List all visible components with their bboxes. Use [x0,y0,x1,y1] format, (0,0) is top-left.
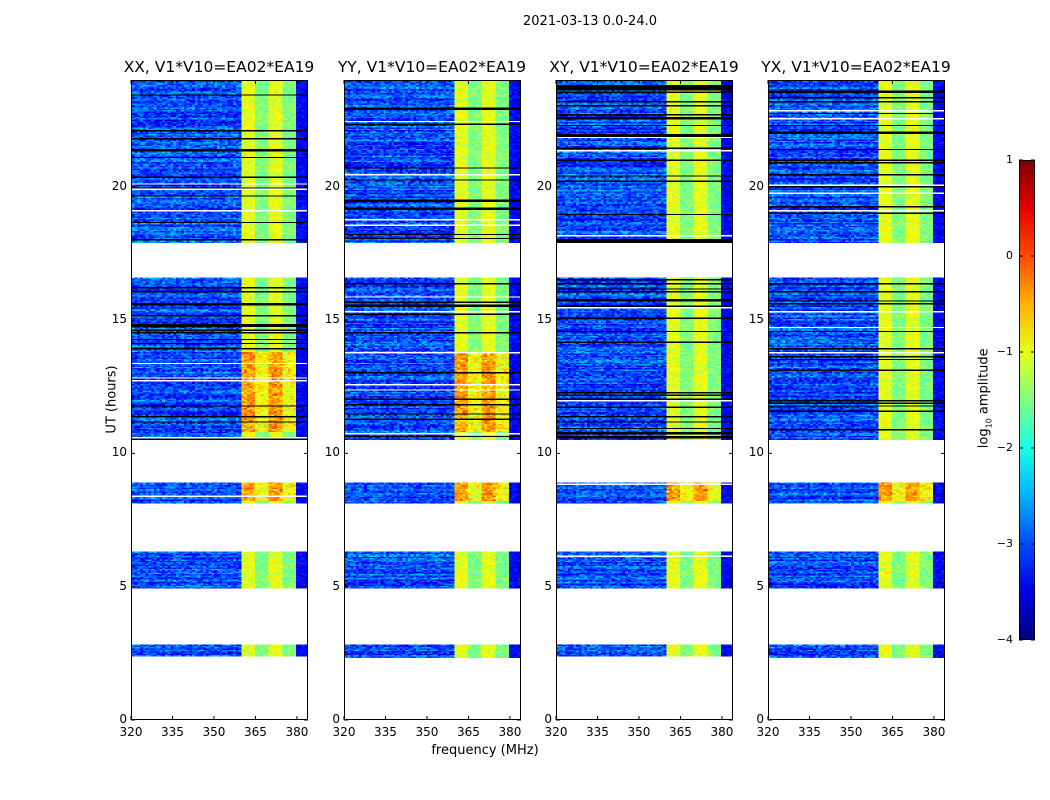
y-tick-label: 5 [119,578,127,593]
x-axis-label: frequency (MHz) [431,743,539,758]
x-tick-label: 380 [710,725,734,739]
panel-title-yy: YY, V1*V10=EA02*EA19 [337,58,527,76]
x-tick-label: 335 [798,725,821,739]
y-tick-label: 20 [536,178,552,193]
y-tick-label: 15 [111,312,127,326]
x-tick-label: 335 [374,725,397,739]
panel-title-xy: XY, V1*V10=EA02*EA19 [549,58,739,76]
heatmap-panel-xy [556,80,733,720]
colorbar-label: log10 amplitude [976,348,994,449]
colorbar-tick-label: 0 [1006,249,1013,262]
heatmap-panel-xx [131,80,308,720]
colorbar [1019,160,1035,640]
y-tick-label: 20 [324,178,340,193]
heatmap-panel-yy [344,80,521,720]
y-tick-label: 15 [536,312,552,326]
x-tick-label: 380 [922,725,946,739]
x-tick-label: 380 [498,725,522,739]
heatmap-xx [132,81,307,719]
x-tick-label: 350 [627,725,651,739]
y-tick-label: 15 [748,312,764,326]
y-tick-label: 10 [111,445,127,460]
y-tick-label: 5 [332,578,340,593]
y-tick-label: 0 [119,712,127,726]
x-tick-label: 320 [119,725,143,739]
y-tick-label: 10 [748,445,764,460]
y-tick-label: 5 [756,578,764,593]
panel-title-yx: YX, V1*V10=EA02*EA19 [761,58,951,76]
heatmap-yy [345,81,520,719]
x-tick-label: 350 [839,725,863,739]
y-tick-label: 10 [536,445,552,460]
heatmap-yx [769,81,944,719]
x-tick-label: 335 [586,725,609,739]
y-tick-label: 5 [544,578,552,593]
x-tick-label: 350 [415,725,439,739]
panel-title-xx: XX, V1*V10=EA02*EA19 [123,58,315,76]
y-tick-label: 0 [332,712,340,726]
x-tick-label: 365 [881,725,904,739]
figure-title: 2021-03-13 0.0-24.0 [523,14,657,29]
x-tick-label: 365 [669,725,692,739]
y-tick-label: 20 [111,178,127,193]
y-tick-label: 0 [544,712,552,726]
y-tick-label: 10 [324,445,340,460]
y-axis-label: UT (hours) [104,365,120,434]
colorbar-tick-label: −1 [996,345,1013,358]
colorbar-tick-label: −3 [996,537,1013,550]
y-tick-label: 0 [756,712,764,726]
x-tick-label: 320 [756,725,780,739]
x-tick-label: 320 [544,725,568,739]
x-tick-label: 335 [161,725,184,739]
heatmap-xy [557,81,732,719]
x-tick-label: 380 [285,725,309,739]
x-tick-label: 320 [332,725,356,739]
heatmap-panel-yx [768,80,945,720]
x-tick-label: 365 [457,725,480,739]
x-tick-label: 365 [244,725,267,739]
colorbar-tick-label: 1 [1006,153,1013,166]
colorbar-tick-label: −2 [996,441,1013,454]
colorbar-tick-label: −4 [996,633,1013,646]
y-tick-label: 15 [324,312,340,326]
x-tick-label: 350 [202,725,226,739]
y-tick-label: 20 [748,178,764,193]
